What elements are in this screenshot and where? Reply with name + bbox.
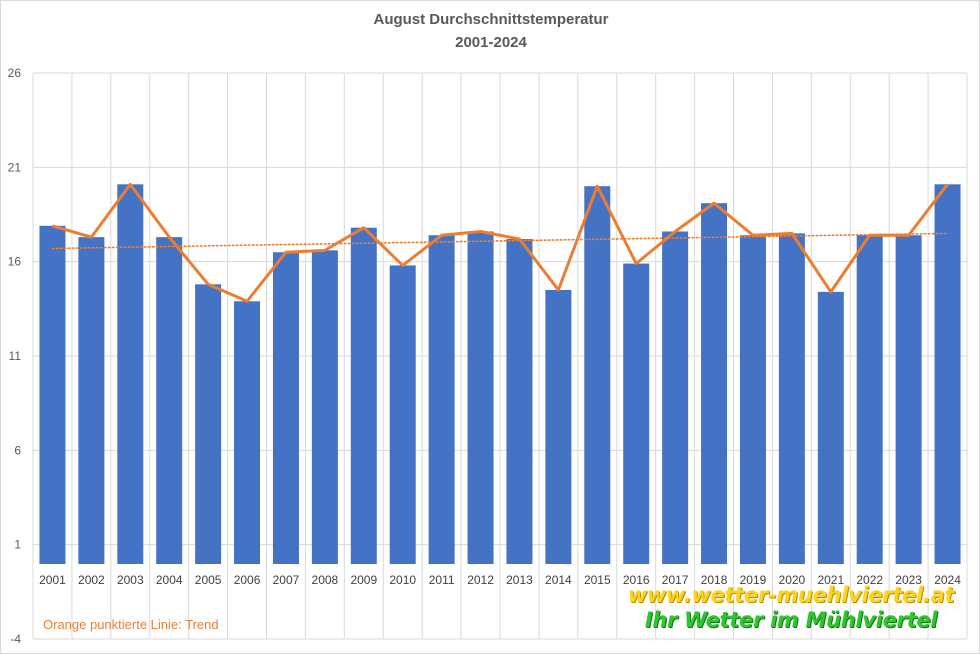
trend-layer [51,232,949,250]
bar [272,252,299,564]
line-layer [52,182,949,303]
chart-title: August Durchschnittstemperatur [373,11,609,28]
y-tick-label: 1 [14,538,21,552]
bar [778,233,805,564]
x-tick-label: 2007 [273,573,300,587]
x-tick-label: 2017 [662,573,689,587]
x-tick-label: 2004 [156,573,183,587]
y-tick-label: 26 [8,66,22,80]
x-tick-label: 2013 [506,573,533,587]
bar [389,265,416,564]
x-tick-label: 2006 [234,573,261,587]
bar [350,227,377,564]
bar [856,235,883,564]
bar-layer [39,184,961,565]
bar [584,186,611,564]
slogan-label: Ihr Wetter im Mühlviertel [644,608,938,632]
x-tick-label: 2001 [39,573,66,587]
bar [739,235,766,564]
bar [311,250,338,564]
x-tick-label: 2015 [584,573,611,587]
y-tick-label: 21 [8,160,22,174]
x-tick-label: 2022 [856,573,883,587]
x-tick-label: 2012 [467,573,494,587]
website-label: www.wetter-muehlviertel.at [627,583,955,607]
x-tick-label: 2002 [78,573,105,587]
bar [117,184,144,564]
bar [234,301,261,564]
x-tick-label: 2021 [817,573,844,587]
bar [506,239,533,564]
x-tick-label: 2010 [389,573,416,587]
x-axis-ticks: 2001 2002 2003 2004 2005 2006 2007 2008 2009 2010… [39,573,961,587]
bar [156,237,183,564]
grid-layer [32,72,968,640]
bar [428,235,455,564]
bar [78,237,105,564]
bar [895,235,922,564]
x-tick-label: 2005 [195,573,222,587]
x-tick-label: 2020 [779,573,806,587]
series-line [52,182,949,303]
y-tick-label: 16 [8,255,22,269]
x-tick-label: 2008 [312,573,339,587]
bar [195,284,222,564]
bar [662,231,689,565]
chart-subtitle: 2001-2024 [455,34,527,51]
trend-line [51,232,949,250]
x-tick-label: 2019 [740,573,767,587]
bar [623,263,650,564]
bar [467,231,494,565]
x-tick-label: 2018 [701,573,728,587]
x-tick-label: 2011 [429,573,455,587]
y-tick-label: 6 [14,443,21,457]
bar [817,291,844,564]
bar [39,225,66,564]
bar [701,203,728,564]
trend-note: Orange punktierte Linie: Trend [43,617,219,632]
x-tick-label: 2003 [117,573,144,587]
x-tick-label: 2016 [623,573,650,587]
y-tick-label: 11 [9,349,22,363]
x-tick-label: 2023 [895,573,922,587]
bar [545,289,572,564]
x-tick-label: 2024 [934,573,961,587]
x-tick-label: 2009 [350,573,377,587]
bar [934,184,961,564]
x-tick-label: 2014 [545,573,572,587]
y-tick-label: -4 [10,632,21,646]
